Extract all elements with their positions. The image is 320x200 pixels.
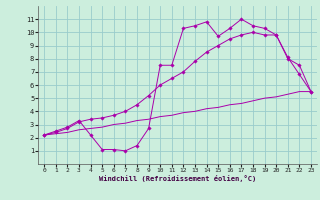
X-axis label: Windchill (Refroidissement éolien,°C): Windchill (Refroidissement éolien,°C): [99, 175, 256, 182]
